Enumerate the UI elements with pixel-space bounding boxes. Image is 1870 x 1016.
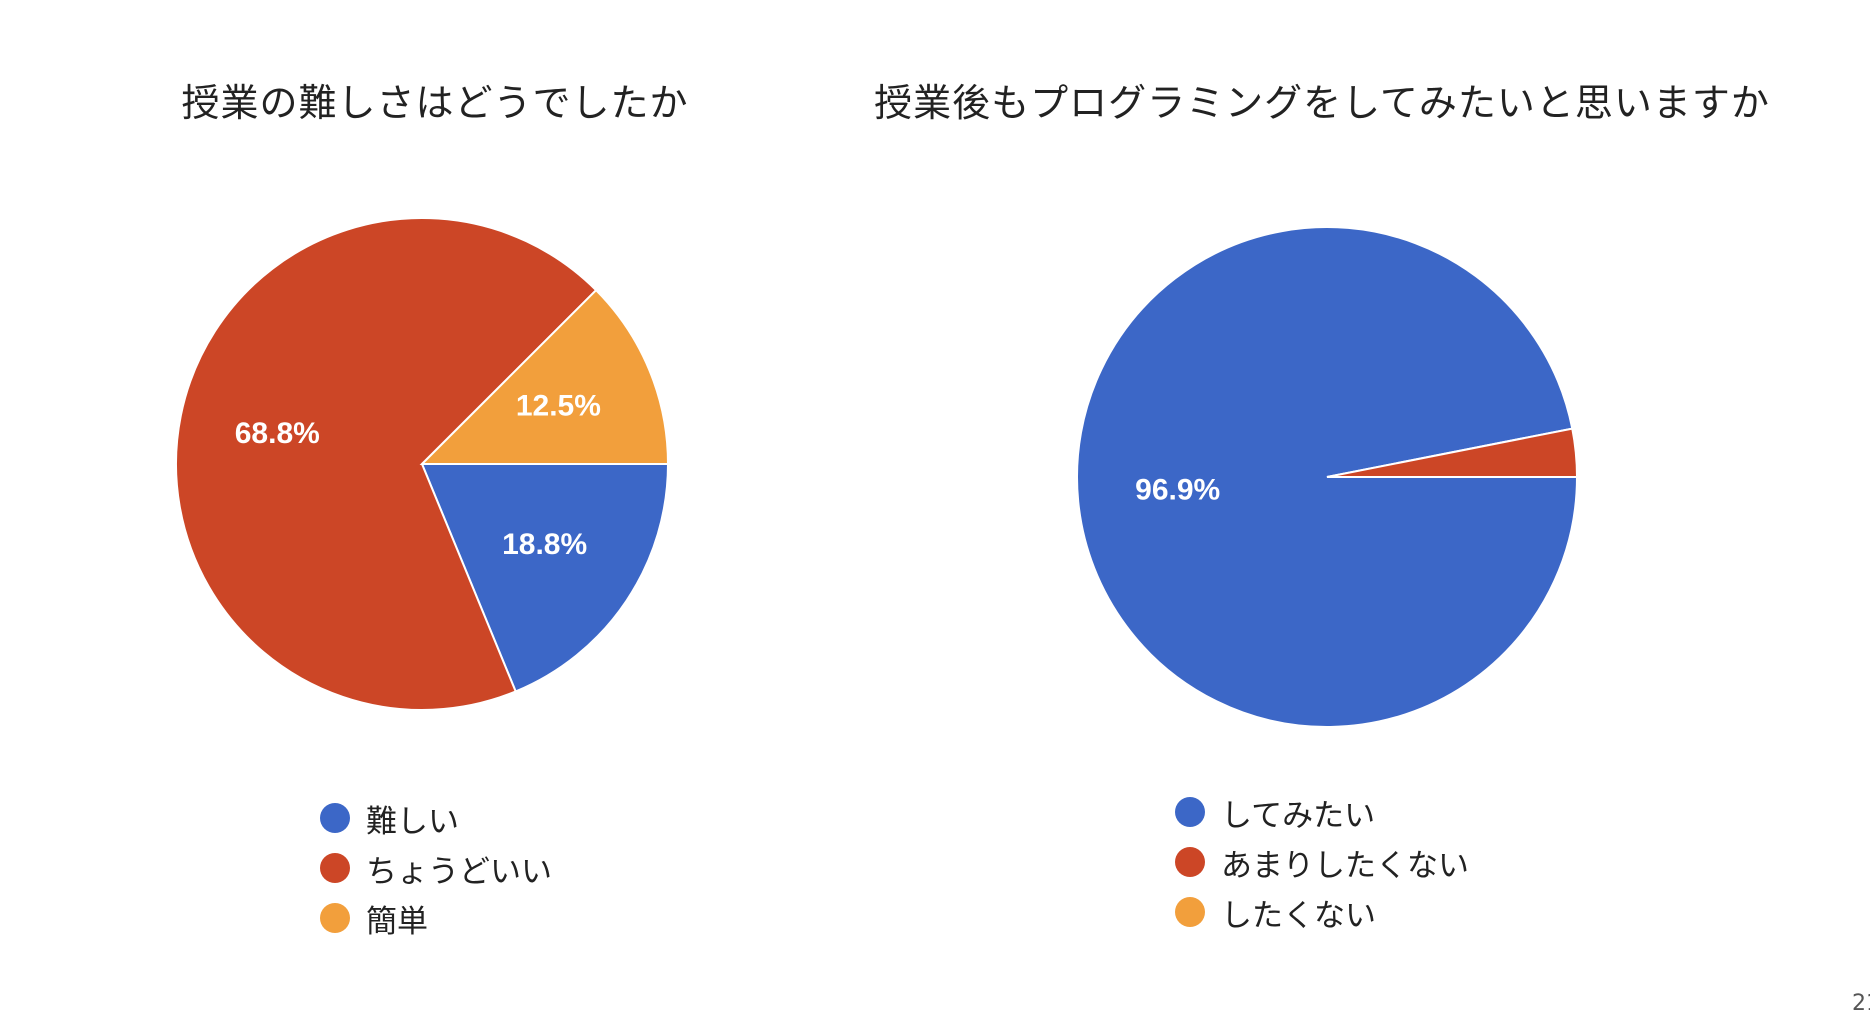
legend-label: あまりしたくない (1221, 847, 1469, 884)
legend-item: してみたい (1175, 787, 1469, 837)
legend: してみたい あまりしたくない したくない (1175, 787, 1469, 937)
page-number: 21 (1852, 991, 1870, 1016)
pie-slice-1 (1326, 427, 1579, 478)
legend-item: 難しい (320, 793, 552, 843)
pie-slice-2 (419, 288, 670, 465)
pie-slice-0 (420, 463, 670, 693)
legend-label: ちょうどいい (366, 853, 552, 890)
legend-label: 難しい (366, 803, 459, 840)
legend-swatch (320, 853, 350, 883)
legend-item: したくない (1175, 887, 1469, 937)
slice-label-0: 96.9% (1135, 474, 1220, 507)
interest-chart-panel: 授業後もプログラミングをしてみたいと思いますか 96.9% してみたい あまりし… (870, 0, 1870, 1016)
slice-label-0: 18.8% (502, 528, 587, 561)
legend-label: してみたい (1221, 797, 1376, 834)
chart-title: 授業後もプログラミングをしてみたいと思いますか (874, 81, 1770, 125)
legend: 難しい ちょうどいい 簡単 (320, 793, 552, 943)
slice-label-1: 68.8% (235, 417, 320, 450)
legend-item: あまりしたくない (1175, 837, 1469, 887)
legend-item: ちょうどいい (320, 843, 552, 893)
legend-label: 簡単 (366, 903, 428, 940)
chart-title: 授業の難しさはどうでしたか (181, 81, 689, 125)
legend-label: したくない (1221, 897, 1376, 934)
legend-swatch (320, 803, 350, 833)
legend-swatch (320, 903, 350, 933)
difficulty-pie: 18.8% 68.8% 12.5% (175, 217, 670, 711)
slice-label-2: 12.5% (516, 389, 601, 422)
legend-swatch (1175, 847, 1205, 877)
legend-swatch (1175, 897, 1205, 927)
legend-item: 簡単 (320, 893, 552, 943)
pie-slice-1 (175, 217, 598, 711)
legend-swatch (1175, 797, 1205, 827)
interest-pie: 96.9% (1076, 226, 1579, 728)
difficulty-chart-panel: 授業の難しさはどうでしたか 18.8% 68.8% 12.5% 難しい ちょうどいい… (0, 0, 870, 1016)
